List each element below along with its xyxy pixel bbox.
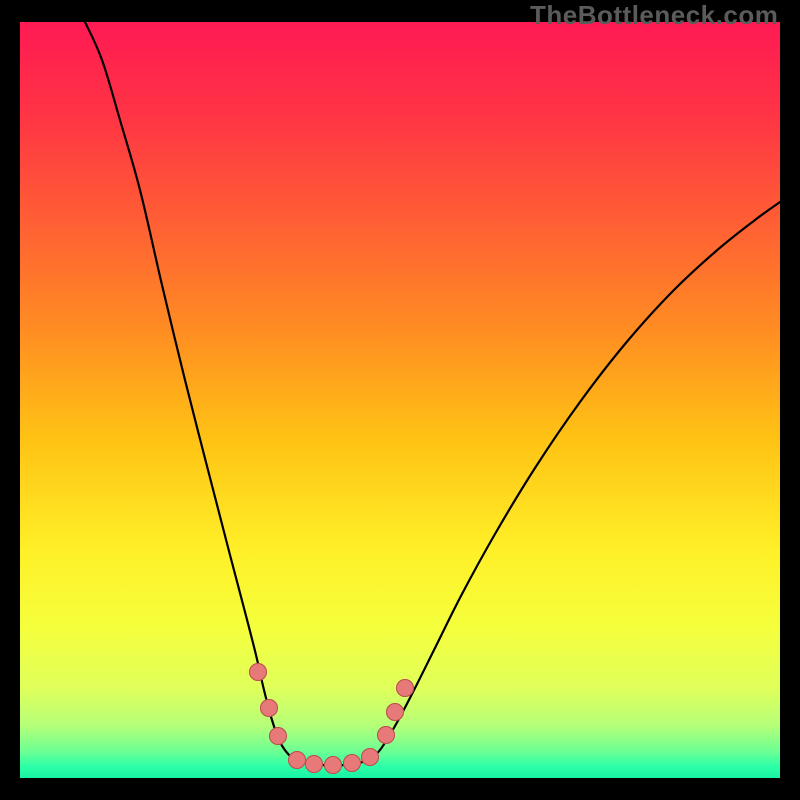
valley-marker-8 bbox=[377, 726, 395, 744]
valley-marker-3 bbox=[288, 751, 306, 769]
watermark-text: TheBottleneck.com bbox=[530, 0, 778, 31]
valley-marker-7 bbox=[361, 748, 379, 766]
valley-marker-1 bbox=[260, 699, 278, 717]
valley-marker-9 bbox=[386, 703, 404, 721]
valley-marker-4 bbox=[305, 755, 323, 773]
valley-marker-5 bbox=[324, 756, 342, 774]
valley-marker-10 bbox=[396, 679, 414, 697]
valley-markers-group bbox=[0, 0, 800, 800]
valley-marker-6 bbox=[343, 754, 361, 772]
valley-marker-0 bbox=[249, 663, 267, 681]
valley-marker-2 bbox=[269, 727, 287, 745]
